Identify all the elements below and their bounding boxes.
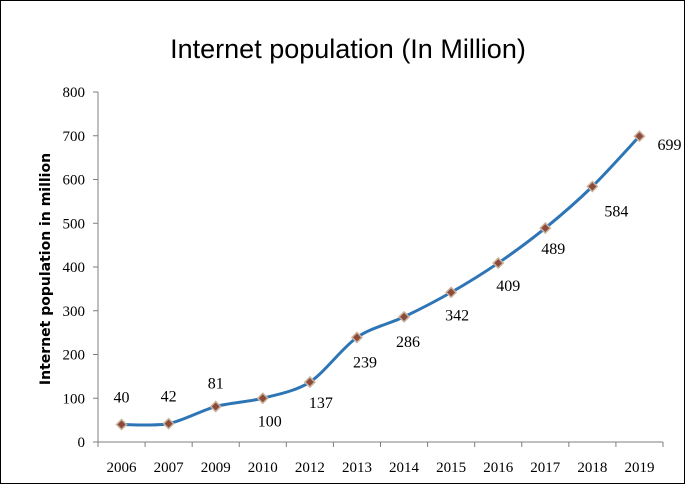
x-tick-label: 2014 xyxy=(389,460,420,476)
data-label: 699 xyxy=(657,137,681,154)
data-point xyxy=(350,331,364,344)
data-label: 42 xyxy=(161,389,177,406)
x-tick-label: 2018 xyxy=(577,460,607,476)
data-label: 239 xyxy=(353,354,377,371)
data-point xyxy=(303,376,316,389)
x-tick-label: 2006 xyxy=(107,460,138,476)
x-tick-label: 2016 xyxy=(483,460,514,476)
markers xyxy=(115,130,646,431)
y-tick-label: 700 xyxy=(63,129,86,145)
x-tick-label: 2015 xyxy=(436,460,466,476)
x-tick-label: 2019 xyxy=(624,460,654,476)
data-point xyxy=(445,286,458,299)
y-tick-label: 300 xyxy=(63,304,86,320)
y-tick-label: 200 xyxy=(63,348,86,364)
axes xyxy=(97,92,663,443)
data-label: 137 xyxy=(309,395,333,412)
data-point xyxy=(115,418,128,431)
x-tick-label: 2009 xyxy=(201,460,231,476)
y-tick-labels: 0 100 200 300 400 500 600 700 800 xyxy=(63,85,98,451)
y-tick-label: 600 xyxy=(63,173,86,189)
y-tick-label: 0 xyxy=(78,435,86,451)
series-line xyxy=(121,135,641,427)
data-label: 286 xyxy=(396,334,420,351)
data-point xyxy=(162,417,175,430)
y-axis-label: Internet population in million xyxy=(38,153,54,385)
data-label: 100 xyxy=(258,413,282,430)
data-label: 489 xyxy=(541,241,565,258)
data-labels: 40 42 81 100 137 239 286 342 409 489 584 699 xyxy=(114,137,682,430)
data-point xyxy=(633,130,646,143)
data-label: 40 xyxy=(114,390,130,407)
data-point xyxy=(209,400,222,413)
data-label: 409 xyxy=(496,278,520,295)
x-tick-label: 2017 xyxy=(530,460,561,476)
data-point xyxy=(539,222,552,235)
y-tick-label: 400 xyxy=(63,260,86,276)
x-tick-label: 2010 xyxy=(248,460,278,476)
data-point xyxy=(397,310,411,323)
data-label: 342 xyxy=(445,307,469,324)
data-label: 584 xyxy=(604,204,628,221)
x-tick-labels: 2006 2007 2009 2010 2012 2013 2014 2015 2016 2017… xyxy=(97,442,664,476)
x-tick-label: 2013 xyxy=(342,460,372,476)
y-tick-label: 100 xyxy=(63,391,86,407)
x-tick-label: 2012 xyxy=(295,460,325,476)
data-point xyxy=(492,257,505,270)
data-label: 81 xyxy=(208,376,224,393)
x-tick-label: 2007 xyxy=(154,460,185,476)
chart-title: Internet population (In Million) xyxy=(170,34,526,64)
y-tick-label: 800 xyxy=(63,85,86,101)
data-point xyxy=(256,392,269,405)
y-tick-label: 500 xyxy=(63,216,86,232)
data-point xyxy=(586,180,599,193)
series xyxy=(121,135,641,427)
